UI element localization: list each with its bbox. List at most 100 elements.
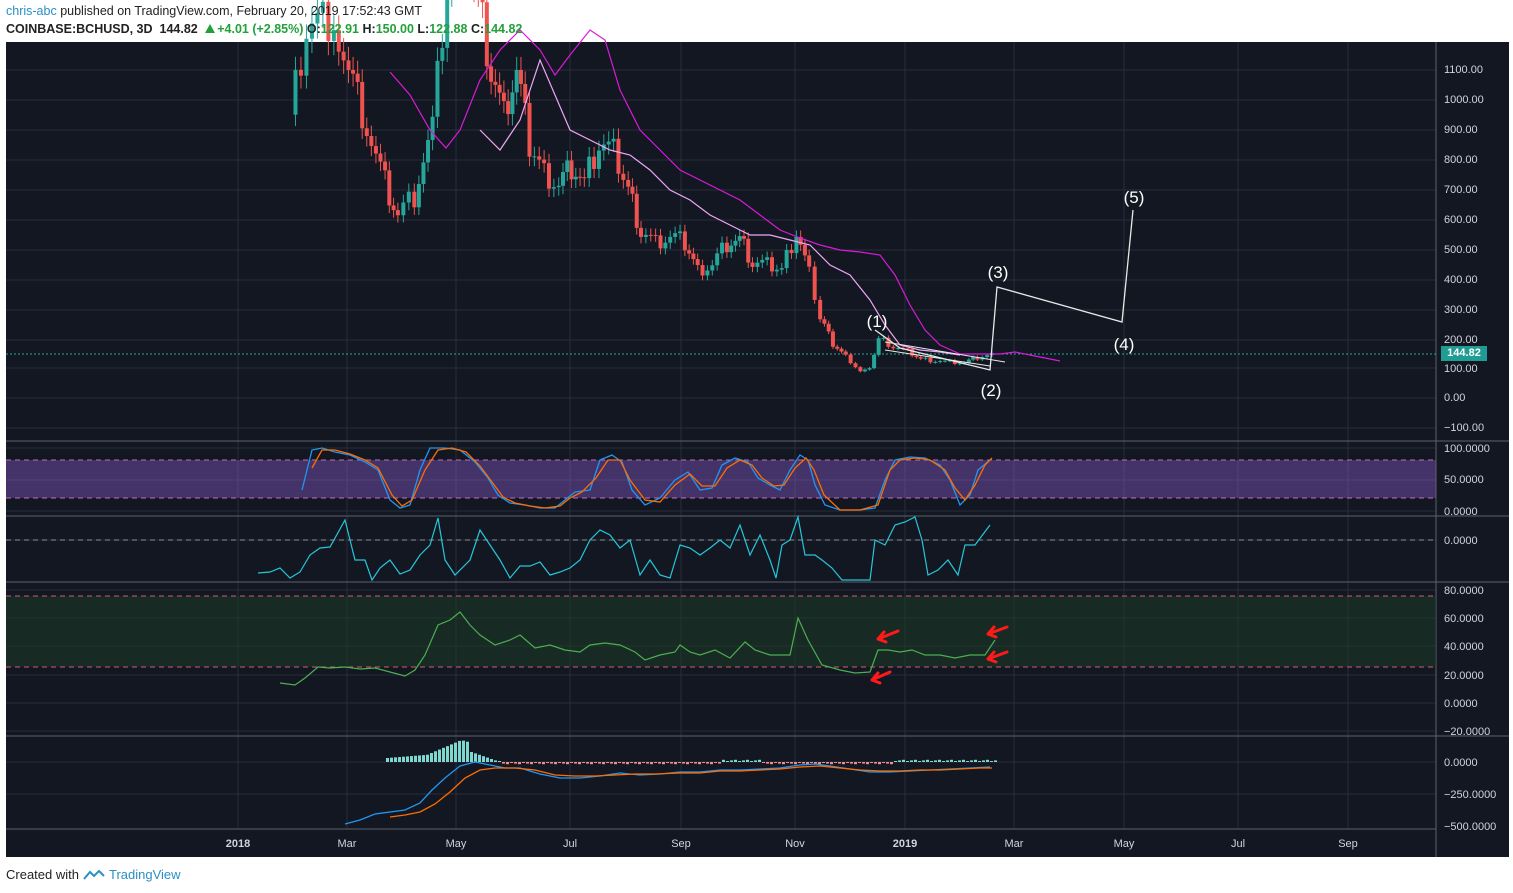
author-link[interactable]: chris-abc: [6, 4, 57, 18]
price-axis[interactable]: 1100.00 1000.00 900.00 800.00 700.00 600…: [1444, 64, 1496, 833]
macd-bar: [442, 747, 445, 762]
up-triangle-icon: [205, 24, 216, 33]
candle-body: [663, 242, 668, 249]
time-tick: Sep: [671, 838, 691, 850]
candle-body: [985, 355, 990, 358]
macd-bar: [402, 756, 405, 762]
macd-bar: [726, 761, 729, 762]
elliott-wave-path[interactable]: [874, 209, 1134, 371]
macd-bar: [618, 762, 621, 763]
candle-body: [741, 236, 746, 239]
time-tick: 2019: [893, 838, 917, 850]
macd-bar: [426, 754, 429, 762]
macd-bar: [450, 744, 453, 762]
time-tick: Nov: [785, 838, 805, 850]
macd-bar: [870, 762, 873, 763]
candle-body: [582, 177, 587, 179]
macd-bar: [570, 762, 573, 763]
price-tick: 500.00: [1444, 244, 1478, 256]
macd-bar: [466, 741, 469, 762]
macd-bar: [658, 762, 661, 764]
candle-body: [952, 360, 957, 364]
candle-body: [383, 161, 388, 171]
time-tick: Sep: [1338, 838, 1358, 850]
macd-bar: [734, 759, 737, 762]
price-tick: 0.00: [1444, 392, 1465, 404]
time-axis[interactable]: 2018 Mar May Jul Sep Nov 2019 Mar May Ju…: [226, 838, 1358, 850]
wedge-lines[interactable]: [884, 349, 991, 367]
candle-body: [351, 70, 356, 74]
candle-body: [826, 323, 831, 332]
candle-body: [923, 357, 928, 359]
candle-body: [395, 210, 400, 216]
candle-body: [705, 270, 710, 276]
candle-body: [643, 234, 648, 237]
macd-bar: [730, 760, 733, 762]
current-price-label: 144.82: [1441, 346, 1487, 361]
macd-signal-line: [389, 765, 992, 818]
price-tick: 100.00: [1444, 363, 1478, 375]
candle-body: [746, 238, 751, 263]
candle-body: [320, 1, 325, 13]
macd-bar: [574, 762, 577, 764]
arrow-icon: [876, 629, 900, 644]
macd-bar: [962, 759, 965, 762]
macd-bar: [526, 762, 529, 764]
macd-bar: [582, 762, 585, 763]
candle-body: [943, 360, 948, 362]
time-tick: Jul: [563, 838, 577, 850]
rsi-band: [6, 596, 1436, 667]
candle-body: [445, 0, 450, 48]
candle-body: [406, 191, 411, 203]
macd-bar: [814, 762, 817, 764]
candle-body: [966, 359, 971, 363]
macd-bar: [398, 757, 401, 762]
arrow-icon: [986, 650, 1009, 664]
macd-bar: [542, 762, 545, 765]
candle-body: [737, 236, 742, 241]
macd-bar: [926, 759, 929, 762]
macd-bar: [890, 762, 893, 765]
candle-body: [551, 187, 556, 189]
macd-bar: [750, 761, 753, 762]
candle-body: [518, 70, 523, 84]
candle-body: [914, 355, 919, 358]
candle-body: [858, 367, 863, 372]
stoch-tick: 50.0000: [1444, 474, 1484, 486]
macd-bar: [774, 762, 777, 763]
candle-body: [872, 354, 877, 369]
macd-bar: [586, 762, 589, 764]
macd-bar: [434, 751, 437, 762]
macd-bar: [706, 762, 709, 764]
candle-body: [440, 47, 445, 61]
macd-bar: [946, 760, 949, 762]
macd-bar: [758, 759, 761, 762]
tradingview-brand[interactable]: TradingView: [108, 867, 181, 882]
macd-bar: [650, 762, 653, 765]
candle-body: [546, 163, 551, 189]
symbol-label[interactable]: COINBASE:BCHUSD, 3D: [6, 22, 153, 36]
candle-body: [807, 255, 812, 267]
candle-body: [715, 253, 720, 266]
macd-bar: [862, 762, 865, 764]
macd-bar: [654, 762, 657, 763]
macd-bar: [578, 762, 581, 765]
macd-bar: [738, 761, 741, 762]
candle-body: [695, 259, 700, 266]
candle-body: [779, 268, 784, 270]
candle-body: [774, 269, 779, 272]
macd-bar: [986, 759, 989, 762]
wedge-lines[interactable]: [884, 341, 1006, 363]
macd-bar: [762, 762, 765, 763]
macd-bar: [670, 762, 673, 764]
time-tick: Mar: [1005, 838, 1024, 850]
wave-label-2: (2): [981, 381, 1002, 400]
candle-body: [331, 30, 336, 41]
candle-body: [611, 138, 616, 142]
macd-bar: [934, 760, 937, 762]
macd-bar: [994, 760, 997, 762]
macd-bar: [818, 762, 821, 765]
macd-bar: [770, 762, 773, 765]
macd-bar: [594, 762, 597, 763]
